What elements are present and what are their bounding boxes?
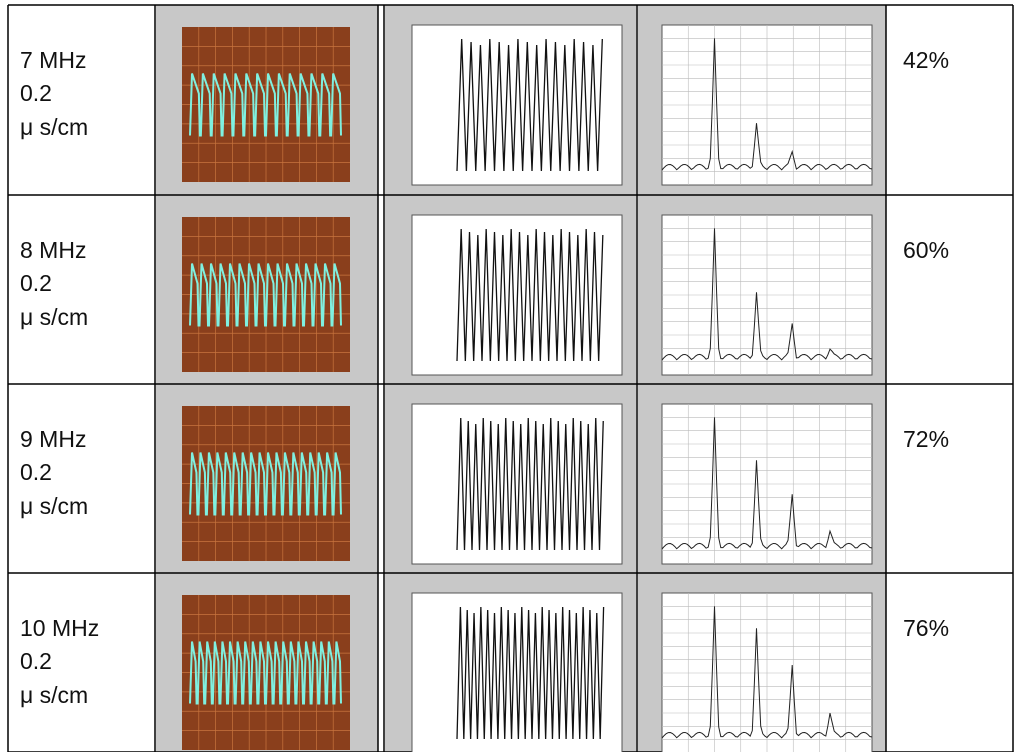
scale-label: 0.2 — [20, 80, 52, 106]
percent-label: 76% — [903, 615, 949, 641]
time-trace — [456, 417, 604, 551]
scale-label: 0.2 — [20, 459, 52, 485]
percent-label: 60% — [903, 237, 949, 263]
spectrum-trace — [661, 606, 873, 739]
scope-trace — [189, 452, 342, 516]
spectrum-trace — [661, 417, 873, 550]
frequency-label: 9 MHz — [20, 426, 86, 452]
time-trace — [456, 38, 603, 172]
time-trace — [456, 606, 605, 740]
unit-label: μ s/cm — [20, 682, 88, 708]
unit-label: μ s/cm — [20, 114, 88, 140]
scale-label: 0.2 — [20, 270, 52, 296]
spectrum-trace — [661, 228, 873, 361]
frequency-label: 10 MHz — [20, 615, 99, 641]
scale-label: 0.2 — [20, 648, 52, 674]
frequency-label: 8 MHz — [20, 237, 86, 263]
time-trace — [456, 228, 604, 362]
scope-trace — [189, 73, 342, 137]
frequency-label: 7 MHz — [20, 47, 86, 73]
scope-trace — [189, 263, 342, 327]
spectrum-trace — [661, 38, 873, 171]
unit-label: μ s/cm — [20, 304, 88, 330]
unit-label: μ s/cm — [20, 493, 88, 519]
percent-label: 72% — [903, 426, 949, 452]
scope-trace — [189, 641, 342, 705]
percent-label: 42% — [903, 47, 949, 73]
